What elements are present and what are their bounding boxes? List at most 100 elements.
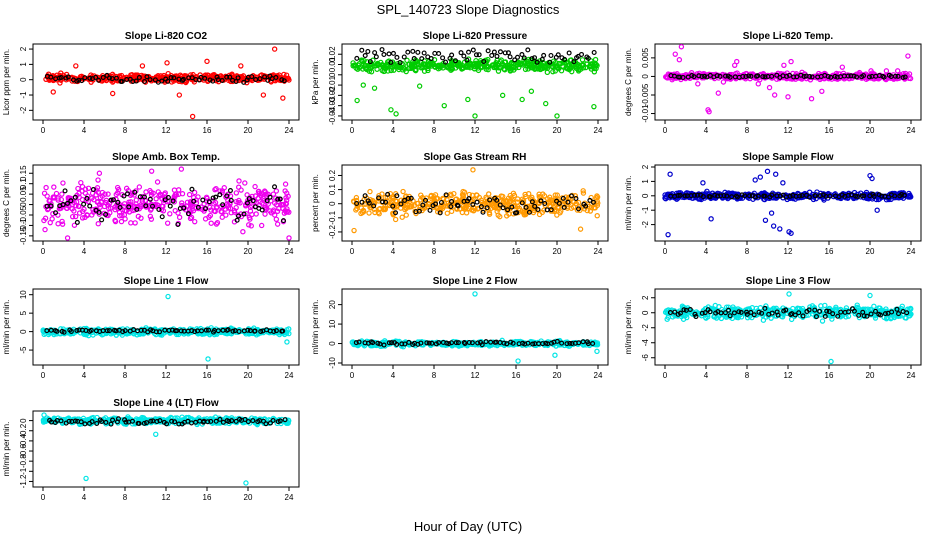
data-point [544, 69, 551, 76]
data-point-mean [693, 314, 699, 320]
data-point-outlier [64, 235, 71, 241]
data-point-mean [84, 195, 90, 201]
data-point-mean [416, 208, 422, 214]
data-point-outlier [678, 44, 685, 50]
data-point [223, 212, 229, 218]
data-point-mean [494, 197, 500, 203]
data-point-outlier [189, 113, 196, 120]
data-point-mean [571, 59, 577, 65]
data-point-mean [452, 58, 458, 64]
data-point [262, 204, 268, 211]
data-point-mean [587, 197, 593, 203]
data-point [854, 302, 860, 308]
data-point [399, 214, 405, 220]
data-point-mean [429, 340, 435, 346]
data-point-mean [436, 51, 442, 57]
data-point [568, 201, 574, 208]
y-tick-label: 2 [641, 164, 650, 169]
data-point-mean [817, 308, 823, 314]
y-tick-label: 0 [328, 341, 337, 346]
data-point-mean [488, 339, 494, 345]
data-point [799, 305, 806, 312]
data-point-outlier [204, 58, 210, 65]
data-point-outlier [354, 97, 360, 104]
data-point-mean [170, 198, 176, 204]
data-point [381, 68, 387, 75]
data-point-mean [573, 195, 579, 201]
data-point [60, 180, 66, 186]
data-point [515, 59, 522, 66]
data-point-outlier [164, 60, 170, 66]
data-point-mean [390, 203, 396, 209]
y-axis-label: ml/min per min. [624, 300, 633, 355]
data-point-mean [219, 77, 225, 83]
data-point-outlier [472, 291, 478, 297]
data-point [362, 62, 368, 69]
data-point [548, 197, 554, 203]
data-point-mean [181, 205, 187, 211]
data-point-outlier [786, 291, 792, 297]
data-point [101, 203, 108, 210]
y-tick-label: 5 [19, 310, 28, 315]
data-point-mean [899, 191, 905, 197]
data-point [575, 68, 582, 74]
data-point [430, 61, 436, 68]
data-point-mean [760, 74, 766, 80]
data-point-mean [523, 204, 529, 210]
data-point [75, 185, 81, 192]
data-point [716, 304, 722, 310]
data-point-mean [851, 73, 857, 79]
data-point [72, 213, 79, 220]
data-point [136, 184, 143, 190]
data-point [114, 184, 121, 191]
data-point [186, 191, 193, 198]
x-tick-label: 12 [471, 247, 480, 256]
data-point [480, 207, 487, 214]
x-tick-label: 16 [203, 371, 212, 380]
y-tick-label: -0.2 [19, 423, 28, 437]
data-point-mean [189, 75, 195, 81]
data-point-mean [812, 307, 818, 313]
data-point [48, 201, 54, 207]
data-point-mean [871, 193, 877, 199]
data-point [734, 314, 740, 321]
data-point [568, 61, 575, 68]
x-tick-label: 0 [41, 247, 46, 256]
data-point-outlier [238, 63, 244, 69]
data-point-outlier [688, 70, 695, 76]
data-point [514, 199, 521, 205]
data-point-outlier [839, 64, 846, 70]
data-point-mean [389, 340, 395, 346]
data-point [272, 200, 278, 206]
data-point-mean [253, 77, 259, 83]
data-point-mean [744, 311, 750, 317]
data-point-mean [281, 78, 287, 84]
data-point-mean [562, 56, 568, 62]
data-point [132, 220, 138, 226]
data-point-mean [380, 199, 386, 205]
data-point-outlier [785, 94, 791, 100]
data-point [119, 212, 125, 219]
data-point-mean [473, 52, 479, 58]
data-point-mean [120, 329, 126, 335]
data-point-outlier [594, 348, 600, 355]
y-tick-label: 0 [19, 77, 28, 82]
data-point [497, 213, 503, 220]
data-point-mean [835, 313, 841, 319]
x-tick-label: 16 [512, 126, 521, 135]
data-point-outlier [416, 83, 423, 89]
data-point [580, 188, 586, 194]
data-point-mean [68, 198, 74, 204]
data-point [509, 64, 515, 70]
data-point-mean [567, 340, 573, 346]
x-tick-label: 0 [663, 126, 668, 135]
data-point-mean [122, 328, 128, 334]
data-point-outlier [284, 339, 290, 345]
data-point-mean [399, 341, 405, 347]
data-point-mean [879, 193, 885, 199]
data-point-mean [159, 214, 165, 220]
y-tick-label: 0.05 [19, 186, 28, 202]
data-point-outlier [768, 210, 775, 216]
data-point-mean [519, 52, 525, 58]
data-point-outlier [472, 113, 478, 119]
